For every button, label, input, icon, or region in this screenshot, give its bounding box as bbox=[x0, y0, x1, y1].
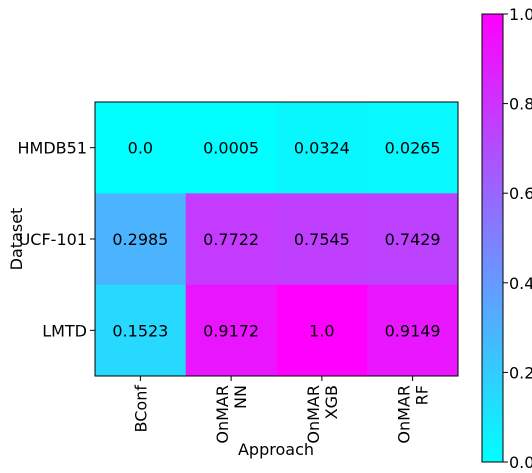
x-tick-label: XGB bbox=[322, 385, 341, 419]
x-tick-label: OnMAR bbox=[395, 385, 414, 444]
cell-value-label: 0.0265 bbox=[385, 139, 441, 158]
cell-value-label: 0.0005 bbox=[203, 139, 259, 158]
y-tick-label: HMDB51 bbox=[18, 139, 88, 158]
heatmap-cell bbox=[95, 284, 187, 377]
cell-value-label: 0.2985 bbox=[112, 230, 168, 249]
x-tick-label: BConf bbox=[131, 385, 150, 433]
heatmap-cell bbox=[367, 102, 459, 194]
y-tick-label: UCF-101 bbox=[19, 230, 87, 249]
heatmap-cell bbox=[276, 284, 368, 377]
colorbar-tick-label: 0.2 bbox=[509, 363, 532, 382]
x-tick-label: RF bbox=[413, 385, 432, 405]
heatmap-cell bbox=[185, 284, 277, 377]
heatmap-cell bbox=[367, 284, 459, 377]
cell-value-label: 0.0 bbox=[128, 139, 153, 158]
colorbar: 0.0 0.2 0.4 0.6 0.8 1.0 bbox=[481, 5, 532, 472]
y-tick-label: LMTD bbox=[42, 321, 87, 340]
heatmap-cell bbox=[185, 193, 277, 286]
x-tick-label: OnMAR bbox=[304, 385, 323, 444]
cell-value-label: 0.0324 bbox=[294, 139, 350, 158]
heatmap-cell bbox=[276, 102, 368, 194]
x-tick-label: NN bbox=[231, 385, 250, 409]
heatmap-cell bbox=[95, 193, 187, 286]
x-tick-label: OnMAR bbox=[213, 385, 232, 444]
colorbar-tick-label: 0.8 bbox=[509, 95, 532, 114]
cell-value-label: 0.9149 bbox=[385, 321, 441, 340]
colorbar-gradient bbox=[481, 13, 504, 463]
heatmap-cell bbox=[367, 193, 459, 286]
y-tick-labels: HMDB51 UCF-101 LMTD bbox=[18, 139, 95, 340]
colorbar-tick-label: 0.6 bbox=[509, 184, 532, 203]
colorbar-tick-label: 1.0 bbox=[509, 5, 532, 24]
cell-value-label: 1.0 bbox=[309, 321, 334, 340]
heatmap-cells: 0.0 0.0005 0.0324 0.0265 0.2985 0.7722 0.7545 0… bbox=[95, 102, 459, 377]
y-axis-label: Dataset bbox=[7, 208, 26, 271]
x-tick-labels: BConf OnMAR NN OnMAR XGB OnMAR RF bbox=[131, 376, 432, 444]
cell-value-label: 0.7545 bbox=[294, 230, 350, 249]
heatmap-cell bbox=[276, 193, 368, 286]
x-axis-label: Approach bbox=[238, 440, 314, 459]
colorbar-tick-label: 0.4 bbox=[509, 274, 532, 293]
heatmap-cell bbox=[95, 102, 187, 194]
cell-value-label: 0.9172 bbox=[203, 321, 259, 340]
heatmap-cell bbox=[185, 102, 277, 194]
colorbar-tick-label: 0.0 bbox=[509, 453, 532, 472]
cell-value-label: 0.7722 bbox=[203, 230, 259, 249]
cell-value-label: 0.1523 bbox=[112, 321, 168, 340]
cell-value-label: 0.7429 bbox=[385, 230, 441, 249]
